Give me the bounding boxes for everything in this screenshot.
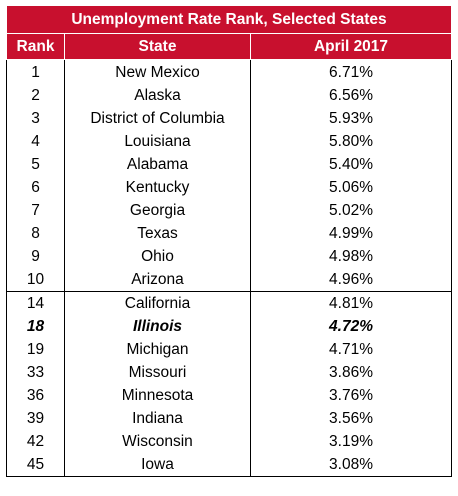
- state-cell: Ohio: [64, 245, 251, 268]
- table-row: 6 Kentucky 5.06%: [6, 176, 453, 199]
- rank-cell: 39: [6, 407, 65, 430]
- rank-cell: 9: [6, 245, 65, 268]
- state-cell: Missouri: [64, 361, 251, 384]
- table-row: 7 Georgia 5.02%: [6, 199, 453, 222]
- column-header-april-2017: April 2017: [249, 33, 453, 60]
- rate-cell: 4.99%: [249, 222, 453, 245]
- table-row: 18 Illinois 4.72%: [6, 315, 453, 338]
- state-cell: Minnesota: [64, 384, 251, 407]
- unemployment-rank-table: Unemployment Rate Rank, Selected States …: [5, 5, 453, 477]
- column-header-state: State: [64, 33, 251, 60]
- state-cell: New Mexico: [64, 59, 251, 84]
- rank-cell: 5: [6, 153, 65, 176]
- state-cell: Alaska: [64, 84, 251, 107]
- state-cell: Louisiana: [64, 130, 251, 153]
- table-row: 4 Louisiana 5.80%: [6, 130, 453, 153]
- rank-cell: 2: [6, 84, 65, 107]
- table-row: 33 Missouri 3.86%: [6, 361, 453, 384]
- rate-cell: 3.19%: [249, 430, 453, 453]
- table-row: 5 Alabama 5.40%: [6, 153, 453, 176]
- rank-cell: 3: [6, 107, 65, 130]
- table-row: 3 District of Columbia 5.93%: [6, 107, 453, 130]
- rate-cell: 6.56%: [249, 84, 453, 107]
- column-header-row: Rank State April 2017: [6, 33, 453, 60]
- rank-cell: 8: [6, 222, 65, 245]
- state-cell: Alabama: [64, 153, 251, 176]
- table-container: Unemployment Rate Rank, Selected States …: [5, 5, 453, 477]
- table-row: 1 New Mexico 6.71%: [6, 59, 453, 84]
- table-row: 2 Alaska 6.56%: [6, 84, 453, 107]
- rate-cell: 5.06%: [249, 176, 453, 199]
- table-row: 19 Michigan 4.71%: [6, 338, 453, 361]
- rate-cell: 5.80%: [249, 130, 453, 153]
- table-row: 10 Arizona 4.96%: [6, 268, 453, 292]
- table-row: 9 Ohio 4.98%: [6, 245, 453, 268]
- state-cell: Wisconsin: [64, 430, 251, 453]
- state-cell: Arizona: [64, 268, 251, 292]
- state-cell: California: [64, 291, 251, 315]
- rank-cell: 42: [6, 430, 65, 453]
- rate-cell: 3.86%: [249, 361, 453, 384]
- table-row: 14 California 4.81%: [6, 291, 453, 315]
- rate-cell: 3.76%: [249, 384, 453, 407]
- state-cell: Illinois: [64, 315, 251, 338]
- rank-cell: 36: [6, 384, 65, 407]
- rate-cell: 4.81%: [249, 291, 453, 315]
- rate-cell: 3.56%: [249, 407, 453, 430]
- rate-cell: 3.08%: [249, 453, 453, 477]
- column-header-rank: Rank: [6, 33, 65, 60]
- state-cell: Michigan: [64, 338, 251, 361]
- table-title-row: Unemployment Rate Rank, Selected States: [5, 5, 453, 34]
- table-row: 42 Wisconsin 3.19%: [6, 430, 453, 453]
- rate-cell: 5.93%: [249, 107, 453, 130]
- state-cell: District of Columbia: [64, 107, 251, 130]
- state-cell: Georgia: [64, 199, 251, 222]
- rate-cell: 5.02%: [249, 199, 453, 222]
- rank-cell: 10: [6, 268, 65, 292]
- state-cell: Indiana: [64, 407, 251, 430]
- state-cell: Iowa: [64, 453, 251, 477]
- table-row: 39 Indiana 3.56%: [6, 407, 453, 430]
- rank-cell: 1: [6, 59, 65, 84]
- rate-cell: 4.96%: [249, 268, 453, 292]
- rank-cell: 4: [6, 130, 65, 153]
- rank-cell: 45: [6, 453, 65, 477]
- rate-cell: 4.98%: [249, 245, 453, 268]
- rate-cell: 4.72%: [249, 315, 453, 338]
- rank-cell: 14: [6, 291, 65, 315]
- table-title: Unemployment Rate Rank, Selected States: [5, 5, 453, 34]
- state-cell: Texas: [64, 222, 251, 245]
- table-row: 8 Texas 4.99%: [6, 222, 453, 245]
- rank-cell: 33: [6, 361, 65, 384]
- rank-cell: 18: [6, 315, 65, 338]
- rank-cell: 19: [6, 338, 65, 361]
- table-body: 1 New Mexico 6.71% 2 Alaska 6.56% 3 District of…: [6, 59, 453, 477]
- rank-cell: 7: [6, 199, 65, 222]
- table-row: 45 Iowa 3.08%: [6, 453, 453, 477]
- state-cell: Kentucky: [64, 176, 251, 199]
- rate-cell: 4.71%: [249, 338, 453, 361]
- rate-cell: 5.40%: [249, 153, 453, 176]
- rate-cell: 6.71%: [249, 59, 453, 84]
- rank-cell: 6: [6, 176, 65, 199]
- table-row: 36 Minnesota 3.76%: [6, 384, 453, 407]
